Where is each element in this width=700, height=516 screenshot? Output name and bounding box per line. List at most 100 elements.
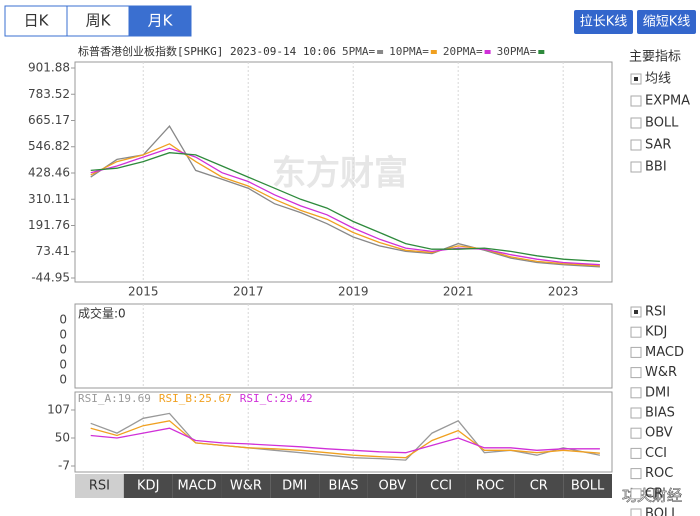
bottom-tab-label[interactable]: CCI bbox=[430, 479, 452, 494]
x-tick-label: 2023 bbox=[548, 285, 579, 299]
period-tab[interactable] bbox=[128, 5, 192, 37]
sub-indicator-checkbox[interactable] bbox=[630, 468, 642, 480]
bottom-tab-label[interactable]: MACD bbox=[178, 479, 217, 494]
bottom-tab-label[interactable]: BOLL bbox=[571, 479, 605, 494]
legend-label: 30PMA= bbox=[497, 45, 537, 58]
bottom-tab-label[interactable]: RSI bbox=[89, 479, 110, 494]
sub-indicator-label[interactable]: BIAS bbox=[645, 406, 675, 421]
series-line bbox=[90, 427, 600, 454]
volume-frame bbox=[74, 303, 613, 389]
indicator-label[interactable]: BBI bbox=[645, 160, 667, 175]
sub-indicator-label[interactable]: RSI bbox=[645, 305, 666, 320]
button-label[interactable]: 缩短K线 bbox=[643, 14, 691, 30]
bottom-tab-label[interactable]: KDJ bbox=[137, 479, 159, 494]
y-tick-label: 310.11 bbox=[28, 192, 70, 206]
indicator-label[interactable]: 均线 bbox=[645, 72, 671, 87]
bottom-tab[interactable] bbox=[563, 474, 612, 498]
y-tick-label: 191.76 bbox=[28, 218, 70, 232]
indicator-checkbox[interactable] bbox=[630, 95, 642, 107]
legend-label: RSI_B:25.67 bbox=[159, 392, 232, 405]
volume-title: 成交量:0 bbox=[78, 306, 126, 321]
sub-indicator-checkbox[interactable] bbox=[630, 367, 642, 379]
period-tab-label[interactable]: 周K bbox=[86, 12, 112, 30]
y-tick-label: 73.41 bbox=[36, 244, 70, 258]
legend-label: RSI_C:29.42 bbox=[240, 392, 313, 405]
button[interactable] bbox=[574, 10, 633, 34]
y-tick-label: 783.52 bbox=[28, 87, 70, 101]
watermark: 东方财富 bbox=[272, 154, 408, 194]
bottom-tab[interactable] bbox=[319, 474, 368, 498]
y-tick-label: 546.82 bbox=[28, 139, 70, 153]
volume-tick-label: 0 bbox=[59, 328, 67, 342]
y-tick-label: -44.95 bbox=[31, 271, 70, 285]
legend-label: 20PMA= bbox=[443, 45, 483, 58]
indicator-checkbox[interactable] bbox=[630, 139, 642, 151]
y-tick-label: 665.17 bbox=[28, 113, 70, 127]
period-tab-label[interactable]: 日K bbox=[24, 12, 50, 30]
series-line bbox=[90, 420, 600, 459]
bottom-tab-label[interactable]: CR bbox=[530, 479, 548, 494]
bottom-tab-label[interactable]: OBV bbox=[378, 479, 406, 494]
y-tick-label: 107 bbox=[47, 402, 70, 416]
sub-indicator-checkbox[interactable] bbox=[630, 508, 642, 516]
indicator-checkbox[interactable] bbox=[630, 117, 642, 129]
sub-indicator-checkbox[interactable] bbox=[630, 447, 642, 459]
volume-tick-label: 0 bbox=[59, 313, 67, 327]
period-tab-label[interactable]: 月K bbox=[148, 12, 174, 30]
x-tick-label: 2019 bbox=[338, 285, 369, 299]
sub-indicator-label[interactable]: MACD bbox=[645, 345, 684, 360]
y-tick-label: 50 bbox=[55, 430, 70, 444]
sub-indicator-label[interactable]: CCI bbox=[645, 446, 667, 461]
legend-swatch bbox=[484, 50, 491, 54]
sub-indicator-label[interactable]: DMI bbox=[645, 385, 670, 400]
button[interactable] bbox=[637, 10, 696, 34]
series-line bbox=[90, 152, 600, 263]
sub-indicator-label[interactable]: OBV bbox=[645, 426, 673, 441]
bottom-tab[interactable] bbox=[416, 474, 466, 498]
bottom-tab[interactable] bbox=[465, 474, 515, 498]
sub-indicator-checkbox[interactable] bbox=[630, 427, 642, 439]
period-tab[interactable] bbox=[66, 5, 130, 37]
sub-indicator-label[interactable]: KDJ bbox=[645, 325, 667, 340]
bottom-tab[interactable] bbox=[514, 474, 564, 498]
x-tick-label: 2015 bbox=[128, 285, 159, 299]
series-line bbox=[90, 143, 600, 267]
bottom-tab-label[interactable]: ROC bbox=[476, 479, 504, 494]
sub-indicator-checkbox[interactable] bbox=[630, 326, 642, 338]
indicator-label[interactable]: BOLL bbox=[645, 116, 679, 131]
bottom-tab-label[interactable]: W&R bbox=[230, 479, 262, 494]
legend-swatch bbox=[430, 50, 437, 54]
sub-indicator-label[interactable]: W&R bbox=[645, 365, 677, 380]
sub-indicator-checkbox-mark bbox=[634, 310, 638, 314]
indicator-label[interactable]: EXPMA bbox=[645, 94, 690, 109]
bottom-tab[interactable] bbox=[367, 474, 417, 498]
x-tick-label: 2017 bbox=[233, 285, 264, 299]
sub-indicator-label[interactable]: ROC bbox=[645, 466, 673, 481]
y-tick-label: 901.88 bbox=[28, 60, 70, 74]
sub-indicator-label[interactable]: CR bbox=[645, 486, 663, 501]
bottom-tab[interactable] bbox=[221, 474, 271, 498]
sub-indicator-label[interactable]: BOLL bbox=[645, 507, 679, 516]
indicator-checkbox[interactable] bbox=[630, 161, 642, 173]
volume-tick-label: 0 bbox=[59, 373, 67, 387]
button-label[interactable]: 拉长K线 bbox=[580, 15, 628, 30]
sub-indicator-checkbox[interactable] bbox=[630, 387, 642, 399]
legend-label: 5PMA= bbox=[342, 45, 375, 58]
bottom-tab[interactable] bbox=[172, 474, 222, 498]
bottom-tab[interactable] bbox=[270, 474, 320, 498]
indicator-label[interactable]: SAR bbox=[645, 138, 671, 153]
y-tick-label: -7 bbox=[58, 459, 70, 473]
series-line bbox=[90, 412, 601, 461]
sub-indicator-checkbox[interactable] bbox=[630, 346, 642, 358]
bottom-tab-label[interactable]: DMI bbox=[282, 479, 307, 494]
indicator-checkbox-mark bbox=[634, 77, 638, 81]
bottom-tab[interactable] bbox=[123, 474, 173, 498]
volume-tick-label: 0 bbox=[59, 343, 67, 357]
bottom-tab-label[interactable]: BIAS bbox=[329, 479, 359, 494]
bottom-tab[interactable] bbox=[75, 474, 124, 498]
legend-swatch bbox=[377, 50, 384, 54]
sub-indicator-checkbox[interactable] bbox=[630, 407, 642, 419]
main-chart-frame bbox=[74, 61, 613, 283]
sub-indicator-checkbox[interactable] bbox=[630, 488, 642, 500]
